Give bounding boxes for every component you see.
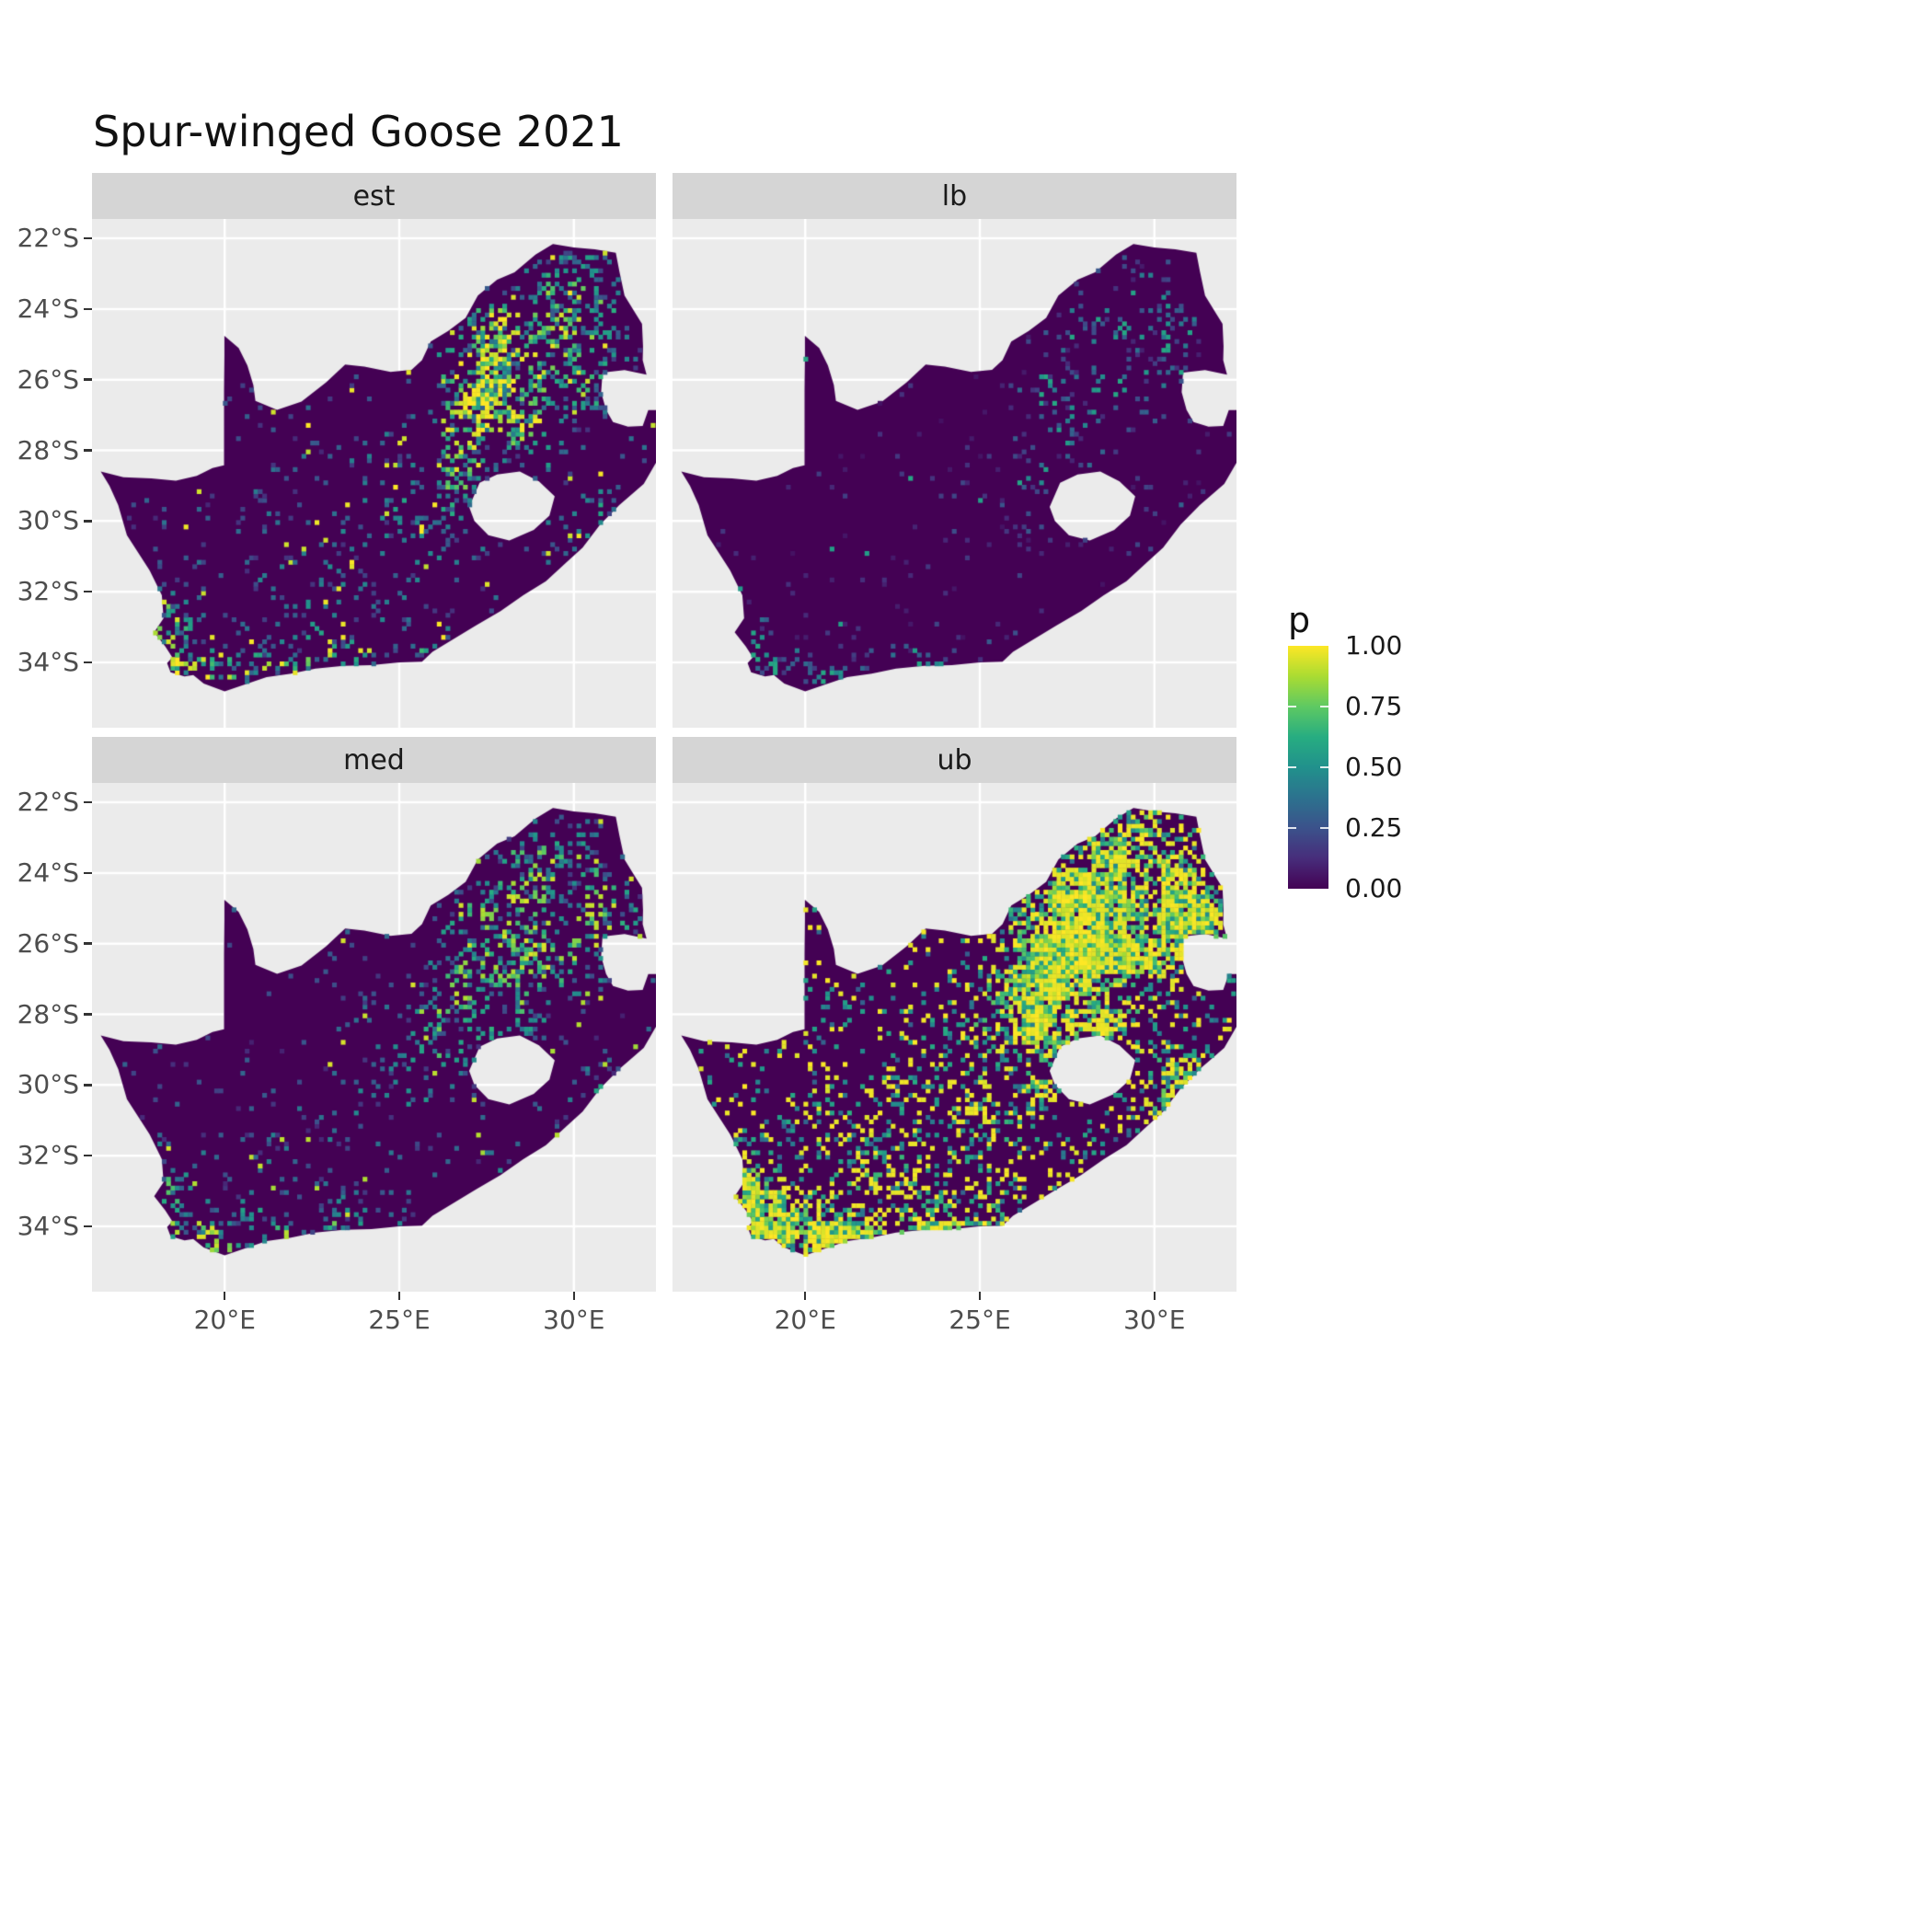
x-axis-tick xyxy=(803,1292,807,1300)
y-axis-label: 32°S xyxy=(17,1140,79,1171)
legend-tick xyxy=(1320,765,1328,769)
legend-tick xyxy=(1320,826,1328,830)
facet-strip-est: est xyxy=(92,173,656,219)
facet-strip-label-med: med xyxy=(343,743,405,776)
facet-strip-lb: lb xyxy=(673,173,1236,219)
x-axis-label: 25°E xyxy=(368,1305,431,1335)
x-axis-label: 20°E xyxy=(774,1305,836,1335)
legend-title: p xyxy=(1288,600,1311,640)
y-axis-label: 32°S xyxy=(17,576,79,607)
facet-map-canvas-ub xyxy=(673,783,1236,1292)
y-axis-tick xyxy=(84,1084,92,1087)
facet-strip-label-est: est xyxy=(352,179,396,213)
y-axis-label: 30°S xyxy=(17,505,79,536)
y-axis-tick xyxy=(84,378,92,381)
y-axis-label: 24°S xyxy=(17,857,79,888)
y-axis-tick xyxy=(84,661,92,664)
y-axis-tick xyxy=(84,520,92,523)
facet-strip-label-ub: ub xyxy=(937,743,972,776)
x-axis-label: 25°E xyxy=(949,1305,1011,1335)
y-axis-label: 22°S xyxy=(17,223,79,254)
y-axis-label: 26°S xyxy=(17,363,79,395)
y-axis-label: 34°S xyxy=(17,1210,79,1241)
y-axis-label: 22°S xyxy=(17,787,79,818)
facet-panel-est xyxy=(92,219,656,728)
y-axis-tick xyxy=(84,307,92,311)
facet-panel-med xyxy=(92,783,656,1292)
facet-panel-ub xyxy=(673,783,1236,1292)
x-axis-label: 30°E xyxy=(543,1305,605,1335)
facet-map-canvas-lb xyxy=(673,219,1236,728)
y-axis-tick xyxy=(84,236,92,240)
legend-tick xyxy=(1288,826,1296,830)
y-axis-tick xyxy=(84,942,92,945)
y-axis-tick xyxy=(84,1154,92,1157)
y-axis-tick xyxy=(84,871,92,875)
chart-title: Spur-winged Goose 2021 xyxy=(93,107,624,156)
y-axis-tick xyxy=(84,1225,92,1228)
y-axis-label: 28°S xyxy=(17,434,79,466)
y-axis-tick xyxy=(84,1013,92,1016)
legend-label: 0.00 xyxy=(1345,873,1403,903)
legend-label: 0.50 xyxy=(1345,752,1403,782)
legend-label: 0.25 xyxy=(1345,812,1403,843)
facet-strip-med: med xyxy=(92,737,656,783)
facet-map-canvas-est xyxy=(92,219,656,728)
y-axis-tick xyxy=(84,449,92,452)
x-axis-tick xyxy=(397,1292,401,1300)
y-axis-label: 26°S xyxy=(17,927,79,959)
legend-tick xyxy=(1320,705,1328,708)
x-axis-tick xyxy=(978,1292,982,1300)
legend-tick xyxy=(1288,705,1296,708)
facet-map-canvas-med xyxy=(92,783,656,1292)
y-axis-label: 34°S xyxy=(17,646,79,677)
y-axis-tick xyxy=(84,800,92,804)
legend-label: 0.75 xyxy=(1345,691,1403,721)
legend-tick xyxy=(1288,765,1296,769)
x-axis-tick xyxy=(572,1292,576,1300)
x-axis-tick xyxy=(1153,1292,1156,1300)
y-axis-label: 30°S xyxy=(17,1069,79,1100)
legend-label: 1.00 xyxy=(1345,630,1403,661)
x-axis-label: 30°E xyxy=(1123,1305,1186,1335)
facet-strip-ub: ub xyxy=(673,737,1236,783)
x-axis-label: 20°E xyxy=(193,1305,256,1335)
x-axis-tick xyxy=(223,1292,226,1300)
y-axis-tick xyxy=(84,590,92,593)
y-axis-label: 28°S xyxy=(17,998,79,1029)
y-axis-label: 24°S xyxy=(17,293,79,324)
facet-strip-label-lb: lb xyxy=(941,179,968,213)
facet-panel-lb xyxy=(673,219,1236,728)
